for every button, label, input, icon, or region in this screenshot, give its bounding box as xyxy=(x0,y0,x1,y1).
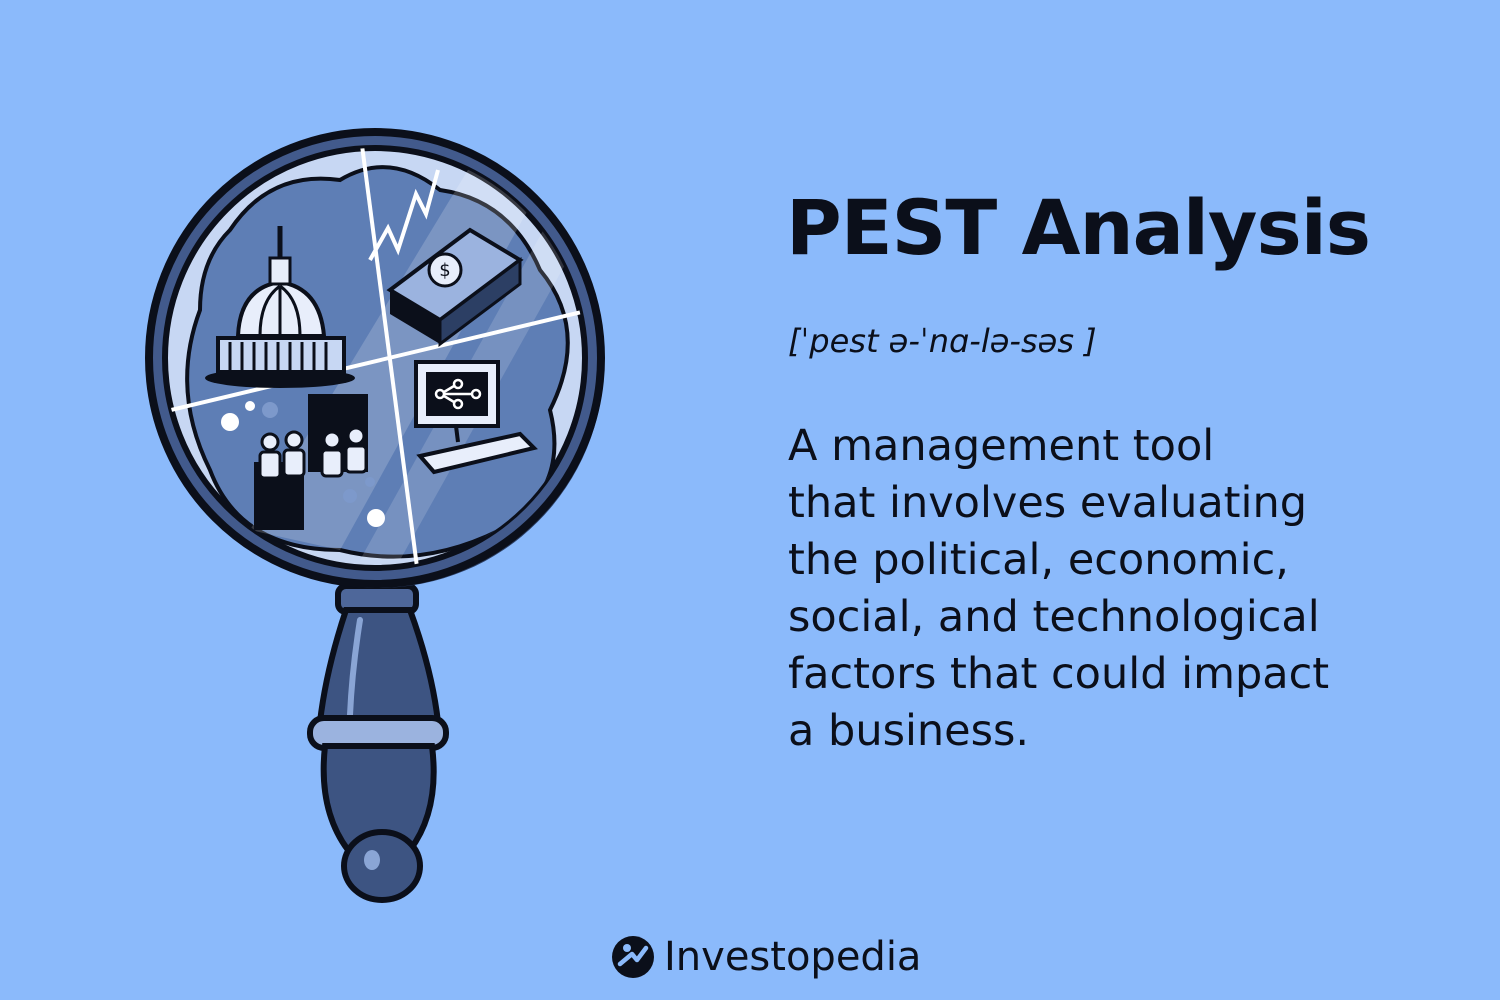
magnifying-glass-icon: $ xyxy=(145,128,605,903)
people-icon xyxy=(221,394,385,530)
definition-line: factors that could impact xyxy=(788,649,1330,699)
definition-text: A management tool that involves evaluati… xyxy=(788,418,1428,760)
definition-line: the political, economic, xyxy=(788,535,1289,585)
brand-name: Investopedia xyxy=(664,934,922,980)
computer-icon xyxy=(414,360,538,475)
investopedia-logo-icon xyxy=(612,936,654,978)
money-stack-icon: $ xyxy=(368,169,524,347)
capitol-dome-icon xyxy=(205,226,355,388)
definition-line: a business. xyxy=(788,706,1030,756)
svg-text:$: $ xyxy=(439,260,450,281)
pronunciation: [ˈpest ə-ˈnɑ-lə-səs ] xyxy=(788,322,1097,360)
brand-logo: Investopedia xyxy=(610,930,921,984)
definition-line: A management tool xyxy=(788,421,1215,471)
page-title: PEST Analysis xyxy=(786,183,1371,272)
definition-line: social, and technological xyxy=(788,592,1320,642)
definition-line: that involves evaluating xyxy=(788,478,1308,528)
magnifying-glass-illustration: $ xyxy=(145,128,605,903)
